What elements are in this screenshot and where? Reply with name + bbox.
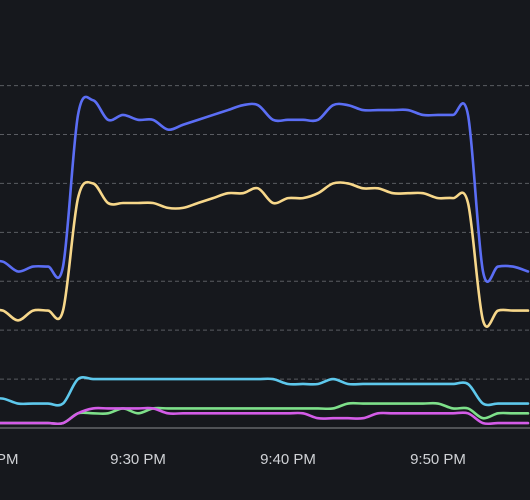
- x-tick-label: 9:40 PM: [260, 451, 316, 468]
- x-tick-label: PM: [0, 451, 19, 468]
- x-tick-label: 9:50 PM: [410, 451, 466, 468]
- series-line: [0, 180, 530, 328]
- series-line: [0, 375, 530, 407]
- series-line: [0, 406, 530, 426]
- x-tick-label: 9:30 PM: [110, 451, 166, 468]
- series-line: [0, 95, 530, 283]
